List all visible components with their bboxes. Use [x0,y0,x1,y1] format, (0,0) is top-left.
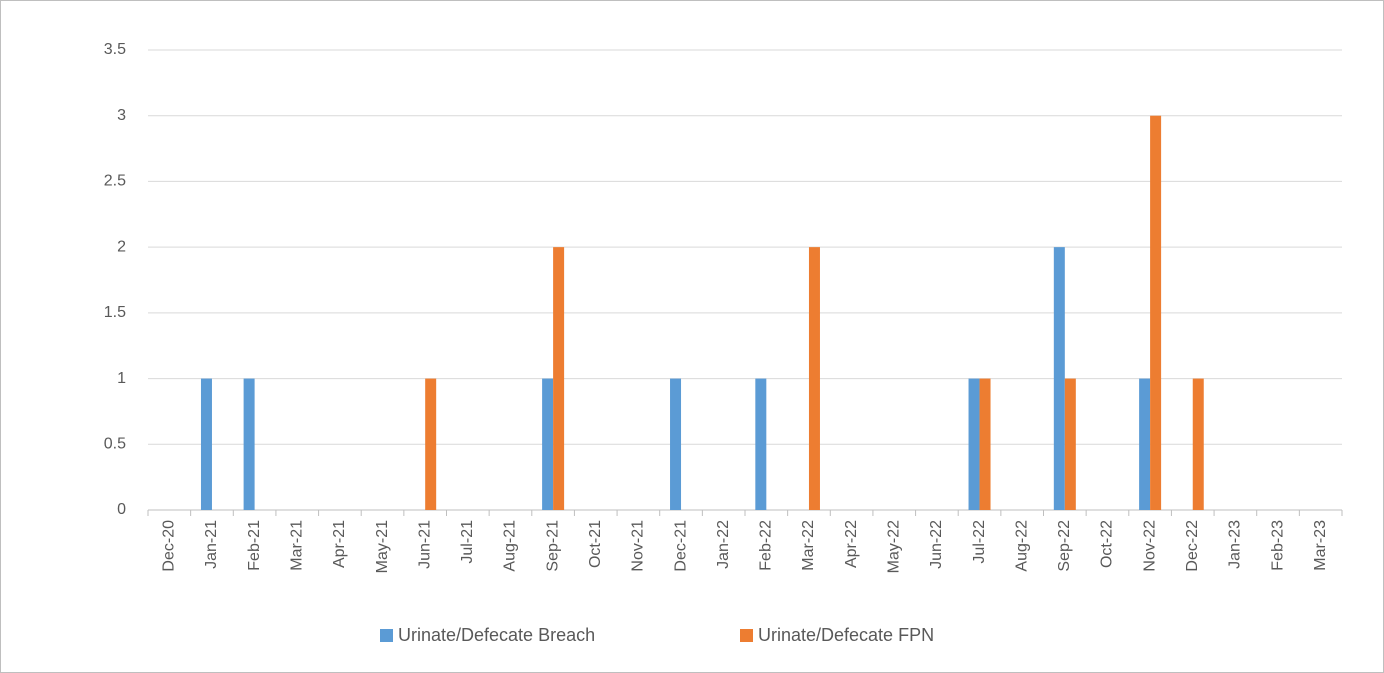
bar [1192,378,1204,510]
x-tick-label: Jan-21 [203,520,220,569]
y-tick-label: 1 [117,370,126,387]
bar [200,378,212,510]
bar [968,378,980,510]
x-tick-label: May-22 [885,520,902,573]
x-tick-label: Oct-22 [1099,520,1116,568]
x-tick-label: Nov-21 [630,520,647,572]
x-tick-label: Dec-21 [672,520,689,572]
x-tick-label: Apr-21 [331,520,348,568]
x-tick-label: Jun-21 [416,520,433,569]
legend-label: Urinate/Defecate FPN [758,625,934,645]
x-tick-label: Dec-20 [161,520,178,572]
bar [808,247,820,510]
y-tick-label: 1.5 [104,304,126,321]
x-tick-label: Jan-23 [1227,520,1244,569]
x-tick-label: Mar-23 [1312,520,1329,571]
legend-label: Urinate/Defecate Breach [398,625,595,645]
legend-swatch [380,629,393,642]
bar [670,378,682,510]
bar [1064,378,1076,510]
x-tick-label: Jul-22 [971,520,988,564]
bar [1150,115,1162,510]
x-tick-label: Jul-21 [459,520,476,564]
bar [755,378,767,510]
bar [542,378,554,510]
x-tick-label: Feb-23 [1269,520,1286,571]
legend: Urinate/Defecate Breach Urinate/Defecate … [380,625,934,645]
bar [979,378,991,510]
x-tick-label: Aug-22 [1013,520,1030,572]
x-tick-label: Jun-22 [928,520,945,569]
x-tick-label: Aug-21 [502,520,519,572]
y-tick-label: 3 [117,107,126,124]
x-tick-label: Sep-21 [544,520,561,572]
bar [1053,247,1065,510]
x-tick-label: Nov-22 [1141,520,1158,572]
x-tick-label: Sep-22 [1056,520,1073,572]
bar [553,247,565,510]
x-tick-label: Apr-22 [843,520,860,568]
y-tick-label: 2.5 [104,173,126,190]
x-tick-label: Mar-22 [800,520,817,571]
x-tick-label: Feb-21 [246,520,263,571]
y-tick-label: 3.5 [104,41,126,58]
y-tick-label: 2 [117,238,126,255]
x-tick-label: Mar-21 [288,520,305,571]
x-tick-label: Jan-22 [715,520,732,569]
bar [1139,378,1151,510]
y-tick-label: 0.5 [104,436,126,453]
legend-swatch [740,629,753,642]
bar [425,378,437,510]
x-tick-label: Feb-22 [758,520,775,571]
y-tick-label: 0 [117,501,126,518]
x-tick-label: Oct-21 [587,520,604,568]
x-tick-label: Dec-22 [1184,520,1201,572]
x-tick-label: May-21 [374,520,391,573]
bar [243,378,255,510]
